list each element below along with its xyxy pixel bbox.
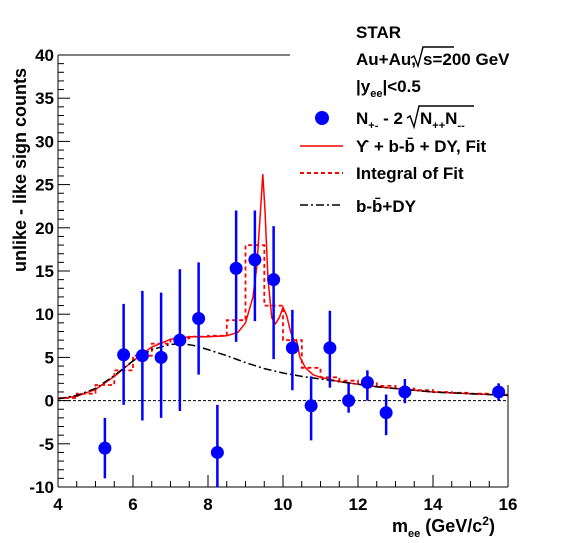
point-marker	[117, 348, 131, 362]
x-tick-label: 14	[424, 495, 443, 514]
sqrt-icon	[410, 46, 454, 69]
x-tick-label: 8	[203, 495, 212, 514]
x-tick-label: 10	[274, 495, 293, 514]
y-axis-ticks: -10 -5 0 5 10 15 20 25 30 35 40	[29, 46, 70, 497]
data-point	[379, 394, 393, 436]
y-tick-label: -10	[29, 478, 54, 497]
integral-step-curve	[58, 244, 508, 399]
energy-label: s=200 GeV	[423, 50, 510, 69]
x-tick-label: 16	[499, 495, 518, 514]
y-tick-label: -5	[39, 435, 54, 454]
legend-entry-fit: ϒ + b-b̄ + DY, Fit	[300, 137, 487, 156]
data-point	[135, 290, 149, 421]
legend-entry-bbdy: b-b̄+DY	[300, 197, 417, 216]
data-point	[154, 292, 168, 418]
data-point	[398, 379, 412, 404]
x-tick-label: 4	[53, 495, 63, 514]
point-marker	[98, 441, 112, 455]
data-point	[285, 309, 299, 391]
data-point	[267, 226, 281, 360]
data-point	[492, 383, 506, 401]
data-point	[98, 417, 112, 479]
data-point	[304, 376, 318, 441]
data-point	[323, 310, 337, 388]
point-marker	[192, 312, 206, 326]
data-point	[173, 269, 187, 411]
point-marker	[379, 406, 393, 420]
y-tick-label: 35	[35, 89, 54, 108]
legend-entry-integral: Integral of Fit	[300, 164, 464, 183]
y-tick-label: 25	[35, 176, 54, 195]
data-point	[229, 210, 243, 342]
legend-label-fit: ϒ + b-b̄ + DY, Fit	[356, 137, 487, 156]
data-point	[248, 210, 262, 322]
annotation-block: STAR Au+Au, s=200 GeV |yee|<0.5	[356, 23, 510, 100]
legend-label-bbdy: b-b̄+DY	[356, 197, 417, 216]
point-marker	[323, 341, 337, 355]
y-tick-label: 10	[35, 305, 54, 324]
x-axis-ticks: 4 6 8 10 12 14 16	[53, 475, 517, 514]
point-marker	[304, 399, 318, 413]
system-label: Au+Au,	[356, 50, 416, 69]
y-axis-title: unlike - like sign counts	[10, 68, 30, 272]
legend-label-integral: Integral of Fit	[356, 164, 464, 183]
experiment-label: STAR	[356, 23, 401, 42]
point-marker	[342, 394, 356, 408]
point-marker	[360, 375, 374, 389]
legend-marker-point	[315, 111, 329, 125]
point-marker	[229, 261, 243, 275]
data-point	[210, 404, 224, 487]
y-tick-label: 40	[35, 46, 54, 65]
fit-curve	[57, 174, 509, 400]
data-points	[98, 210, 506, 487]
y-tick-label: 20	[35, 219, 54, 238]
data-point	[360, 370, 374, 401]
point-marker	[398, 385, 412, 399]
legend-sqrt-icon	[406, 105, 474, 130]
point-marker	[492, 385, 506, 399]
data-point	[342, 383, 356, 413]
point-marker	[248, 253, 262, 267]
legend-label-points-root: N++N--	[420, 109, 465, 132]
y-tick-label: 15	[35, 262, 54, 281]
y-tick-label: 0	[45, 392, 54, 411]
point-marker	[154, 350, 168, 364]
point-marker	[210, 445, 224, 459]
point-marker	[267, 273, 281, 287]
data-point	[192, 262, 206, 375]
y-tick-label: 30	[35, 132, 54, 151]
data-point	[117, 303, 131, 405]
x-tick-label: 6	[128, 495, 137, 514]
x-axis-title: mee (GeV/c2)	[392, 514, 495, 540]
legend-label-points: N+- - 2	[356, 109, 403, 132]
point-marker	[173, 333, 187, 347]
y-tick-label: 5	[45, 348, 54, 367]
point-marker	[135, 349, 149, 363]
legend-entry-points: N+- - 2 N++N--	[315, 105, 474, 132]
x-tick-label: 12	[349, 495, 368, 514]
rapidity-label: |yee|<0.5	[356, 77, 421, 100]
bb-dy-curve	[57, 342, 509, 400]
point-marker	[285, 341, 299, 355]
fit-curves	[57, 174, 509, 400]
x-axis-title-sub: ee	[408, 528, 420, 540]
legend: N+- - 2 N++N-- ϒ + b-b̄ + DY, Fit Integr…	[300, 105, 487, 216]
